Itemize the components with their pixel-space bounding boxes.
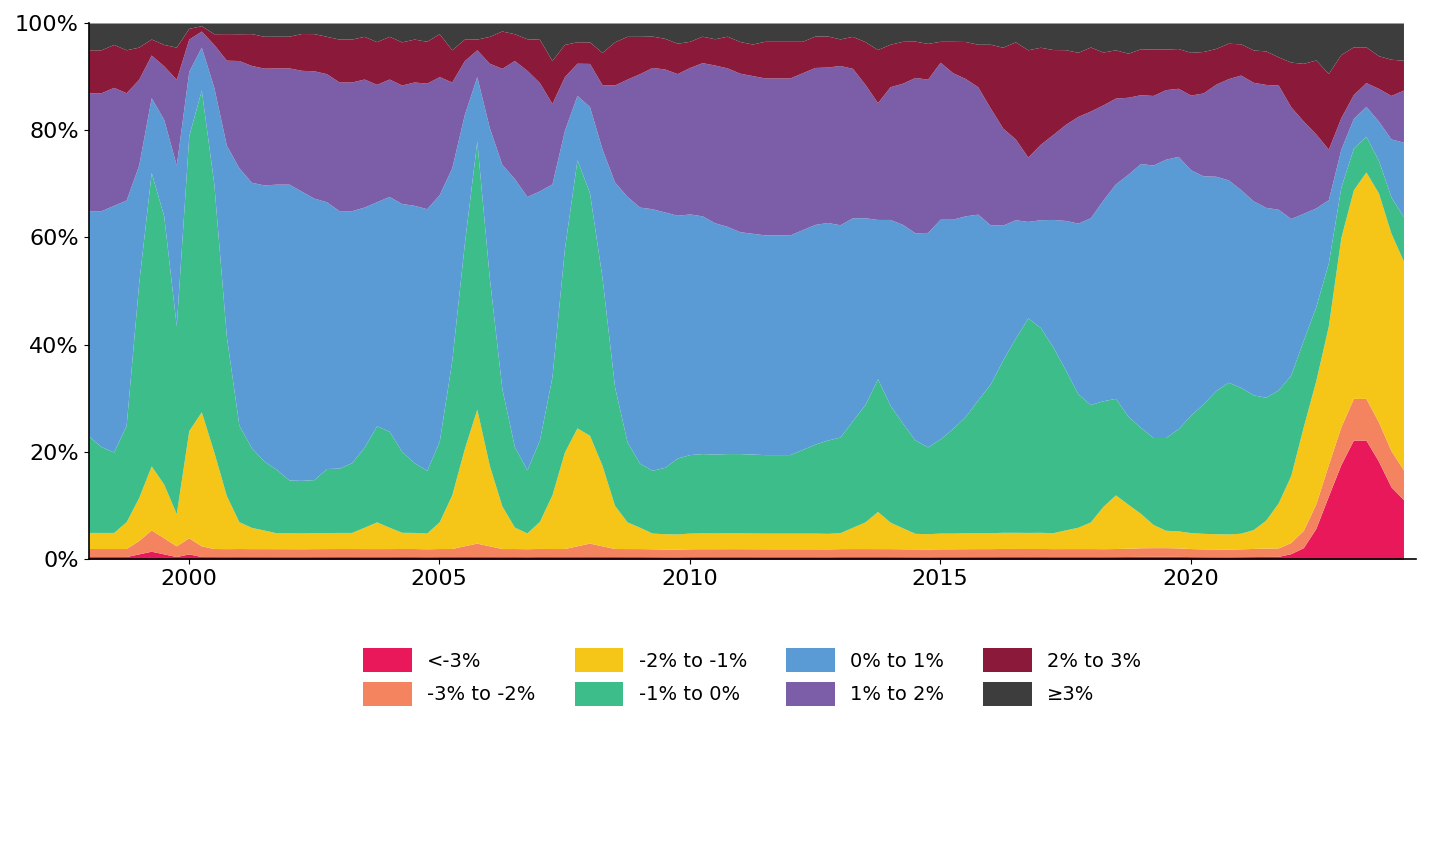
Legend: <-3%, -3% to -2%, -2% to -1%, -1% to 0%, 0% to 1%, 1% to 2%, 2% to 3%, ≥3%: <-3%, -3% to -2%, -2% to -1%, -1% to 0%,… xyxy=(353,638,1151,716)
